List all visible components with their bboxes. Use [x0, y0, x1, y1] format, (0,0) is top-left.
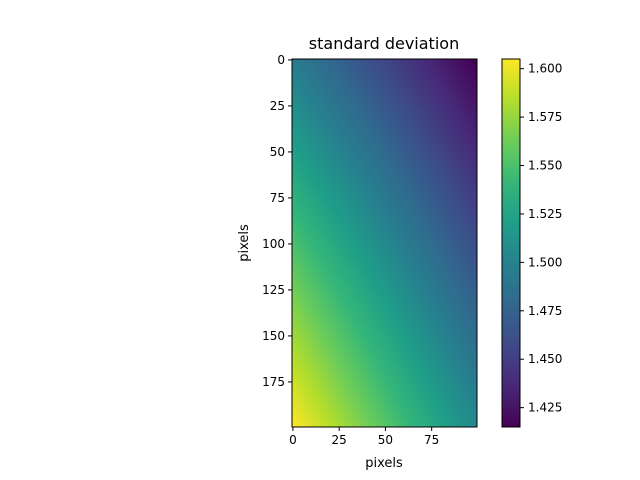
- x-tick-label: 0: [289, 433, 297, 447]
- y-tick-label: 75: [270, 191, 285, 205]
- heatmap-plot-area: [291, 58, 478, 428]
- y-tick-label: 100: [262, 237, 285, 251]
- y-axis-ticks: 0 25 50 75 100 125 150 175: [262, 53, 292, 389]
- colorbar-tick-label: 1.575: [528, 110, 562, 124]
- x-tick-label: 75: [424, 433, 439, 447]
- plot-frame: [291, 58, 478, 428]
- colorbar-tick-label: 1.550: [528, 159, 562, 173]
- x-axis-label: pixels: [365, 456, 403, 471]
- y-tick-label: 175: [262, 375, 285, 389]
- x-tick-label: 25: [332, 433, 347, 447]
- x-axis-ticks: 0 25 50 75: [289, 427, 439, 447]
- colorbar-tick-label: 1.475: [528, 304, 562, 318]
- chart-title: standard deviation: [309, 34, 459, 53]
- y-axis-label: pixels: [237, 224, 252, 262]
- heatmap-image: [292, 59, 477, 427]
- colorbar-tick-label: 1.600: [528, 62, 562, 76]
- colorbar-tick-label: 1.425: [528, 401, 562, 415]
- y-tick-label: 25: [270, 99, 285, 113]
- colorbar: 1.425 1.450 1.475 1.500 1.525 1.550 1.575 1.600: [501, 58, 562, 428]
- colorbar-tick-label: 1.500: [528, 255, 562, 269]
- colorbar-tick-label: 1.450: [528, 352, 562, 366]
- y-tick-label: 150: [262, 329, 285, 343]
- y-tick-label: 125: [262, 283, 285, 297]
- colorbar-gradient: [501, 58, 521, 428]
- x-tick-label: 50: [378, 433, 393, 447]
- colorbar-ticks: 1.425 1.450 1.475 1.500 1.525 1.550 1.575 1.600: [520, 62, 562, 415]
- y-tick-label: 0: [277, 53, 285, 67]
- y-tick-label: 50: [270, 145, 285, 159]
- colorbar-tick-label: 1.525: [528, 207, 562, 221]
